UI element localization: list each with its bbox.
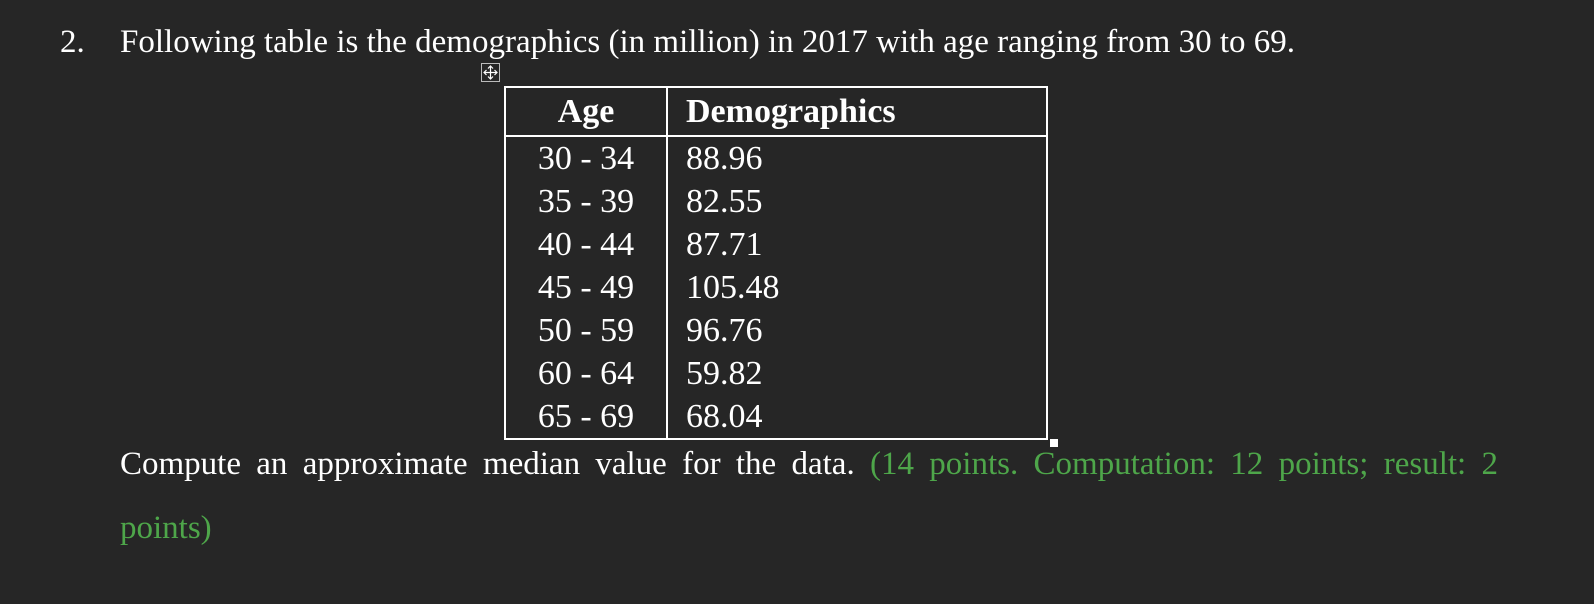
header-cell: Age	[504, 86, 668, 137]
age-cell: 45 - 49	[504, 266, 668, 309]
age-cell: 50 - 59	[504, 309, 668, 352]
table-row: 40 - 44 87.71	[504, 223, 1048, 266]
item-number: 2.	[60, 24, 85, 60]
value-cell: 68.04	[666, 395, 1048, 440]
age-cell: 30 - 34	[504, 136, 668, 180]
table-row: 60 - 64 59.82	[504, 352, 1048, 395]
table-resize-handle[interactable]	[1050, 439, 1058, 447]
value-cell: 82.55	[666, 180, 1048, 223]
value-cell: 88.96	[666, 136, 1048, 180]
value-cell: 87.71	[666, 223, 1048, 266]
table-move-handle[interactable]	[481, 63, 500, 82]
table-row: 50 - 59 96.76	[504, 309, 1048, 352]
table-row: 30 - 34 88.96	[504, 136, 1048, 180]
table-row: 65 - 69 68.04	[504, 395, 1048, 440]
age-cell: 65 - 69	[504, 395, 668, 440]
points-note: (14 points. Computation: 12 points; resu…	[120, 446, 1499, 546]
header-cell: Demographics	[666, 86, 1048, 137]
header-row: Age Demographics	[504, 86, 1048, 137]
value-cell: 105.48	[666, 266, 1048, 309]
table-row: 45 - 49 105.48	[504, 266, 1048, 309]
question: Following table is the demographics (in …	[120, 24, 1295, 60]
move-icon	[483, 65, 498, 80]
table-row: 35 - 39 82.55	[504, 180, 1048, 223]
age-cell: 40 - 44	[504, 223, 668, 266]
instruction-paragraph: Compute an approximate median value for …	[120, 432, 1498, 560]
age-cell: 35 - 39	[504, 180, 668, 223]
instruction: Compute an approximate median value for …	[120, 446, 855, 482]
data-table: Age Demographics 30 - 34 88.96 35 - 39 82.5…	[504, 86, 1048, 440]
value-cell: 59.82	[666, 352, 1048, 395]
age-cell: 60 - 64	[504, 352, 668, 395]
value-cell: 96.76	[666, 309, 1048, 352]
